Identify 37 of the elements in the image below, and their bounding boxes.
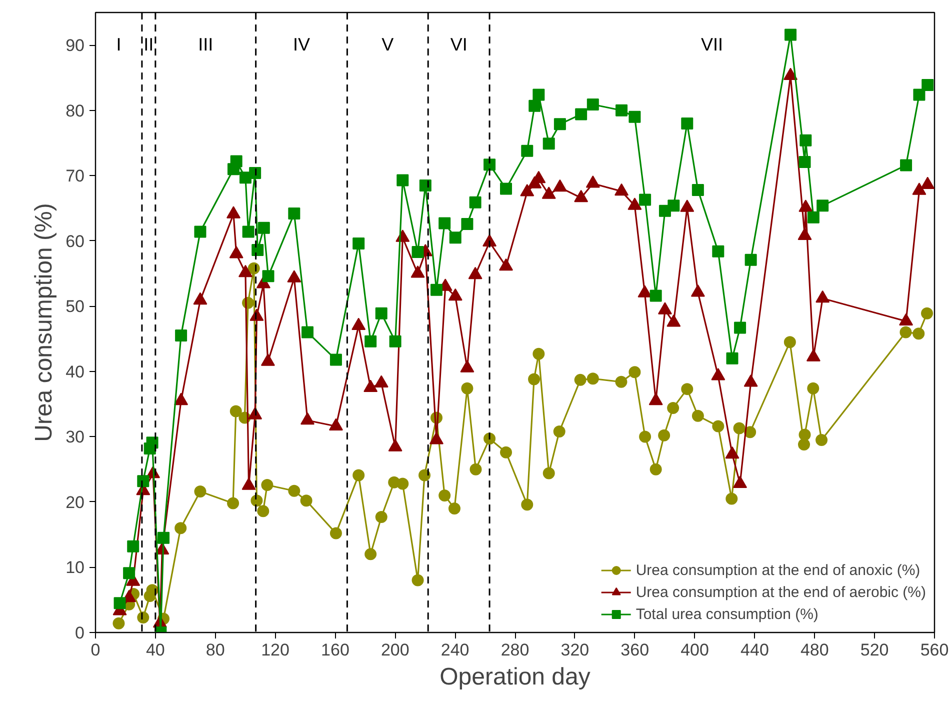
x-tick-label: 480 bbox=[800, 640, 829, 660]
y-tick-label: 30 bbox=[66, 428, 85, 447]
x-tick-label: 80 bbox=[206, 640, 225, 660]
y-tick-label: 70 bbox=[66, 166, 85, 186]
x-tick-label: 160 bbox=[321, 640, 350, 660]
x-tick-label: 40 bbox=[146, 640, 165, 660]
x-tick-label: 280 bbox=[500, 640, 530, 660]
x-tick-label: 120 bbox=[261, 640, 290, 660]
x-tick-label: 200 bbox=[380, 640, 410, 660]
y-tick-label: 10 bbox=[66, 558, 85, 578]
y-tick-label: 40 bbox=[66, 362, 85, 382]
y-tick-label: 90 bbox=[66, 36, 85, 56]
annotation: VI bbox=[450, 34, 468, 54]
annotation: VII bbox=[701, 34, 724, 54]
legend-label: Total urea consumption (%) bbox=[636, 606, 818, 622]
y-tick-label: 20 bbox=[66, 492, 85, 512]
legend-label: Urea consumption at the end of anoxic (%) bbox=[636, 562, 920, 578]
x-axis-title: Operation day bbox=[440, 664, 590, 690]
annotation: III bbox=[198, 34, 214, 54]
y-tick-label: 50 bbox=[66, 297, 85, 316]
annotation: V bbox=[382, 34, 394, 54]
y-tick-label: 60 bbox=[66, 232, 85, 251]
x-tick-label: 0 bbox=[90, 640, 100, 660]
legend-label: Urea consumption at the end of aerobic (%) bbox=[636, 584, 926, 600]
annotation: IV bbox=[293, 34, 310, 54]
x-tick-label: 320 bbox=[560, 640, 590, 660]
y-tick-label: 0 bbox=[75, 624, 85, 642]
x-tick-label: 240 bbox=[440, 640, 470, 660]
x-tick-label: 560 bbox=[920, 640, 949, 660]
x-tick-label: 360 bbox=[620, 640, 650, 660]
y-axis-title: Urea consumption (%) bbox=[30, 203, 58, 442]
x-tick-label: 520 bbox=[860, 640, 889, 660]
annotation: I bbox=[116, 34, 122, 54]
annotation: II bbox=[144, 34, 154, 54]
y-tick-label: 80 bbox=[66, 101, 85, 120]
x-tick-label: 440 bbox=[740, 640, 769, 660]
x-tick-label: 400 bbox=[680, 640, 709, 660]
